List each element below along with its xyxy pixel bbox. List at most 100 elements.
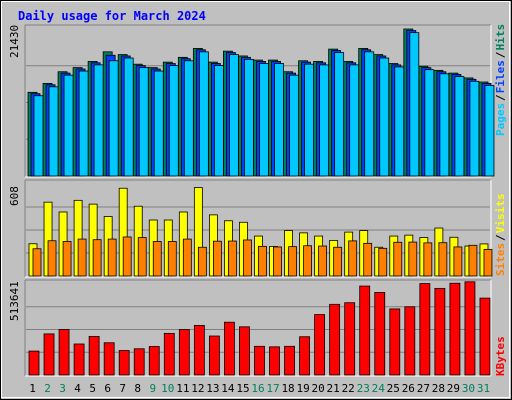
bar-sites-day-4 bbox=[77, 238, 87, 277]
bar-pages-day-25 bbox=[394, 66, 405, 177]
bar-sites-day-16 bbox=[258, 245, 267, 277]
legend-hits: Hits bbox=[494, 24, 507, 51]
x-label-day-10: 10 bbox=[161, 382, 174, 395]
bar-sites-day-25 bbox=[393, 241, 403, 277]
bar-pages-day-12 bbox=[198, 51, 209, 177]
bar-pages-day-21 bbox=[334, 52, 345, 177]
x-label-day-12: 12 bbox=[191, 382, 204, 395]
bar-sites-day-10 bbox=[167, 241, 177, 277]
x-label-day-28: 28 bbox=[432, 382, 445, 395]
bar-pages-day-11 bbox=[183, 60, 194, 177]
bar-sites-day-5 bbox=[92, 239, 102, 277]
bar-kbytes-day-4 bbox=[73, 343, 85, 376]
bar-kbytes-day-18 bbox=[284, 345, 295, 376]
bar-sites-day-11 bbox=[182, 238, 192, 277]
legend-files: Files bbox=[494, 60, 507, 93]
bar-kbytes-day-22 bbox=[344, 302, 356, 376]
bar-pages-day-20 bbox=[319, 64, 330, 177]
x-label-day-27: 27 bbox=[417, 382, 430, 395]
y-max-label-visits: 608 bbox=[8, 186, 21, 206]
bar-kbytes-day-29 bbox=[449, 282, 461, 376]
bar-kbytes-day-17 bbox=[269, 346, 280, 376]
bar-kbytes-day-27 bbox=[419, 283, 431, 376]
bar-sites-day-15 bbox=[243, 239, 252, 277]
legend-kbytes-group: KBytes bbox=[494, 336, 507, 376]
x-label-day-6: 6 bbox=[104, 382, 111, 395]
bar-sites-day-26 bbox=[408, 241, 418, 277]
x-label-day-22: 22 bbox=[342, 382, 355, 395]
bar-sites-day-14 bbox=[228, 240, 237, 277]
x-label-day-21: 21 bbox=[327, 382, 340, 395]
x-label-day-8: 8 bbox=[134, 382, 141, 395]
bar-pages-day-6 bbox=[108, 60, 119, 177]
y-max-label-kbytes: 513641 bbox=[8, 281, 21, 321]
x-label-day-16: 16 bbox=[251, 382, 264, 395]
x-label-day-24: 24 bbox=[372, 382, 386, 395]
bar-sites-day-21 bbox=[333, 246, 343, 277]
bar-pages-day-7 bbox=[123, 57, 134, 177]
bar-sites-day-17 bbox=[273, 246, 282, 277]
bar-pages-day-5 bbox=[93, 64, 104, 177]
bar-sites-day-2 bbox=[47, 240, 57, 277]
bar-sites-day-27 bbox=[423, 242, 433, 277]
bar-kbytes-day-12 bbox=[193, 324, 205, 376]
legend-separator: / bbox=[494, 51, 507, 58]
bar-kbytes-day-30 bbox=[464, 281, 476, 376]
x-label-day-1: 1 bbox=[29, 382, 36, 395]
bar-kbytes-day-20 bbox=[314, 314, 326, 376]
bar-pages-day-24 bbox=[379, 57, 390, 177]
bar-pages-day-10 bbox=[168, 65, 179, 177]
bar-kbytes-day-5 bbox=[88, 335, 100, 376]
bar-pages-day-13 bbox=[213, 65, 224, 177]
bar-sites-day-1 bbox=[32, 248, 42, 277]
bar-sites-day-13 bbox=[212, 240, 222, 277]
legend-pages: Pages bbox=[494, 103, 507, 136]
bar-kbytes-day-25 bbox=[389, 308, 401, 376]
bar-pages-day-16 bbox=[259, 63, 269, 177]
bar-kbytes-day-21 bbox=[329, 303, 341, 376]
bar-pages-day-17 bbox=[274, 63, 284, 177]
bar-pages-day-4 bbox=[78, 70, 89, 177]
bar-pages-day-23 bbox=[364, 51, 375, 177]
bar-kbytes-day-28 bbox=[434, 287, 446, 376]
bar-pages-day-18 bbox=[289, 74, 299, 177]
bar-kbytes-day-7 bbox=[118, 350, 130, 376]
panel-visits-sites bbox=[24, 179, 493, 278]
legend-kbytes: KBytes bbox=[494, 336, 507, 376]
bar-pages-day-28 bbox=[439, 73, 450, 177]
x-label-day-20: 20 bbox=[312, 382, 325, 395]
bar-kbytes-day-10 bbox=[163, 332, 175, 376]
bar-kbytes-day-23 bbox=[359, 285, 371, 376]
bar-kbytes-day-26 bbox=[404, 306, 416, 376]
x-label-day-25: 25 bbox=[387, 382, 400, 395]
legend-visits: Visits bbox=[494, 193, 507, 233]
bar-sites-day-19 bbox=[303, 245, 312, 277]
x-label-day-14: 14 bbox=[221, 382, 235, 395]
bar-pages-day-2 bbox=[48, 86, 59, 177]
bar-kbytes-day-11 bbox=[178, 329, 190, 376]
bar-kbytes-day-31 bbox=[479, 297, 491, 376]
x-label-day-31: 31 bbox=[477, 382, 490, 395]
legend-separator: / bbox=[494, 94, 507, 101]
chart-title: Daily usage for March 2024 bbox=[18, 9, 206, 23]
bar-sites-day-9 bbox=[152, 241, 162, 277]
bar-sites-day-20 bbox=[318, 245, 328, 277]
x-label-day-9: 9 bbox=[149, 382, 156, 395]
bar-sites-day-30 bbox=[468, 244, 478, 277]
bar-pages-day-3 bbox=[63, 74, 74, 177]
bar-pages-day-26 bbox=[409, 32, 420, 177]
y-max-label-hits: 21430 bbox=[8, 25, 21, 58]
bar-sites-day-28 bbox=[438, 242, 448, 277]
x-label-day-23: 23 bbox=[357, 382, 370, 395]
x-label-day-3: 3 bbox=[59, 382, 66, 395]
x-label-day-4: 4 bbox=[74, 382, 81, 395]
x-axis-day-labels: 1 2 3 4 5 6 7 8 9 10 11 12 13 14 15 16 17 18 19 20 21 22 23 24 2… bbox=[29, 382, 490, 395]
bar-kbytes-day-2 bbox=[43, 333, 55, 376]
bar-sites-day-31 bbox=[483, 248, 493, 277]
bar-pages-day-31 bbox=[484, 85, 495, 177]
bar-sites-day-22 bbox=[348, 240, 358, 277]
x-label-day-26: 26 bbox=[402, 382, 415, 395]
bar-pages-day-29 bbox=[454, 76, 465, 177]
bar-pages-day-22 bbox=[349, 64, 360, 177]
x-label-day-15: 15 bbox=[236, 382, 249, 395]
